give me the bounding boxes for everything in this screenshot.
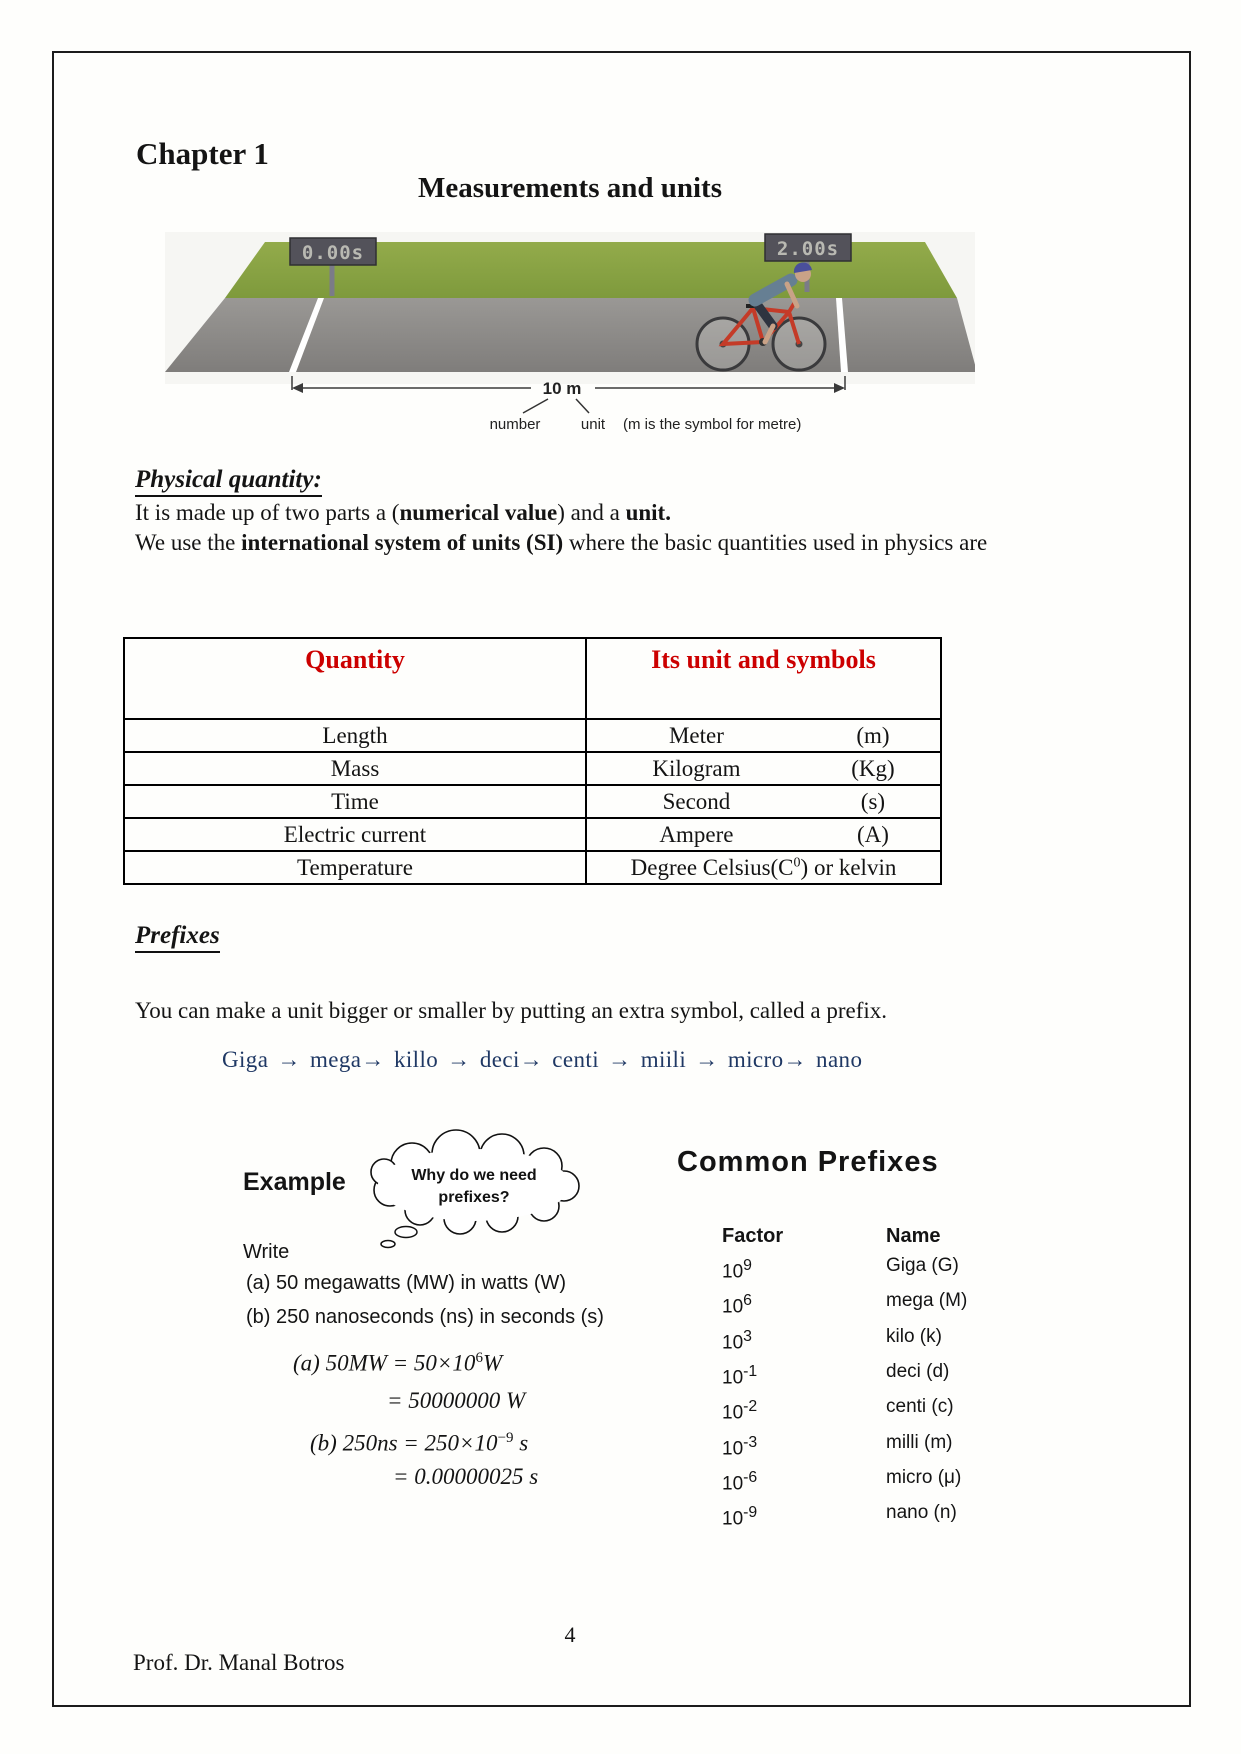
physical-quantity-line2: We use the international system of units… (135, 530, 988, 555)
factor-cell: 10-6 (722, 1468, 758, 1495)
factor-cell: 109 (722, 1257, 752, 1283)
prefixes-heading: Prefixes (135, 922, 220, 953)
units-table-header-quantity: Quantity (123, 637, 587, 720)
common-prefixes-table: Factor Name 109 Giga (G) 106 mega (M) 10… (722, 1222, 967, 1534)
physical-quantity-heading: Physical quantity: (135, 466, 322, 497)
units-table-header-row: Quantity Its unit and symbols (123, 637, 942, 720)
example-item-b: (b) 250 nanoseconds (ns) in seconds (s) (246, 1306, 604, 1328)
finish-timer-sign (764, 233, 852, 262)
units-table-header-unit: Its unit and symbols (585, 637, 942, 720)
unit-label: unit (581, 416, 606, 433)
factor-cell: 106 (722, 1292, 752, 1318)
factor-cell: 10-1 (722, 1362, 758, 1389)
equation-b-line1: (b) 250ns = 250×10−9 s (310, 1430, 529, 1456)
page-number: 4 (564, 1622, 576, 1647)
prefixes-intro: You can make a unit bigger or smaller by… (135, 998, 887, 1023)
start-line (289, 298, 324, 372)
cyclist-figure: 0.00s 2.00s (165, 232, 977, 442)
cloud-text-line1: Why do we need (411, 1167, 536, 1184)
name-column-header: Name (886, 1225, 941, 1247)
table-row: Time Second (s) (123, 784, 942, 819)
units-table: Quantity Its unit and symbols Length Met… (123, 637, 942, 885)
name-cell: deci (d) (886, 1360, 950, 1382)
factor-cell: 10-2 (722, 1398, 758, 1424)
page-title: Measurements and units (418, 172, 722, 204)
number-label: number (490, 416, 541, 433)
cyclist-figure-svg: 0.00s 2.00s (165, 232, 977, 433)
table-row: Length Meter (m) (123, 718, 942, 753)
name-cell: centi (c) (886, 1396, 954, 1418)
finish-line (836, 298, 848, 372)
name-cell: milli (m) (886, 1431, 953, 1453)
common-prefixes-heading: Common Prefixes (677, 1146, 939, 1178)
factor-cell: 10-9 (722, 1504, 758, 1530)
metre-note: (m is the symbol for metre) (623, 416, 801, 433)
table-row: Mass Kilogram (Kg) (123, 751, 942, 786)
arrowhead-right (834, 383, 845, 393)
pointer-unit (575, 398, 590, 414)
finish-timer-value: 2.00s (777, 238, 839, 260)
name-cell: kilo (k) (886, 1325, 942, 1347)
equation-b-line2: = 0.00000025 s (393, 1464, 539, 1489)
factor-column-header: Factor (722, 1225, 784, 1247)
example-heading: Example (243, 1168, 346, 1196)
table-row: Temperature Degree Celsius(C0) or kelvin (123, 850, 942, 885)
arrowhead-left (292, 383, 303, 393)
chapter-heading: Chapter 1 (136, 136, 269, 171)
thought-tail (380, 1225, 418, 1249)
name-cell: Giga (G) (886, 1255, 959, 1276)
name-cell: nano (n) (886, 1502, 957, 1524)
table-row: Electric current Ampere (A) (123, 817, 942, 852)
example-item-a: (a) 50 megawatts (MW) in watts (W) (246, 1272, 567, 1294)
equation-a-line2: = 50000000 W (387, 1388, 526, 1413)
dimension-arrow (291, 376, 846, 390)
factor-cell: 103 (722, 1327, 752, 1353)
name-cell: micro (μ) (886, 1466, 962, 1488)
equation-a-line1: (a) 50MW = 50×106W (293, 1350, 503, 1376)
write-label: Write (243, 1241, 290, 1263)
road (165, 298, 977, 372)
start-timer-sign (289, 237, 377, 266)
name-cell: mega (M) (886, 1290, 968, 1312)
page-border (52, 51, 1191, 1707)
physical-quantity-line1: It is made up of two parts a (numerical … (135, 500, 671, 525)
thought-cloud-svg: Why do we need prefixes? (370, 1129, 580, 1249)
thought-cloud: Why do we need prefixes? (360, 1128, 610, 1263)
factor-cell: 10-3 (722, 1433, 758, 1459)
start-timer-value: 0.00s (302, 242, 364, 264)
pointer-number (522, 398, 549, 414)
prefix-chain: Giga → mega→ killo → deci→ centi → miili… (222, 1047, 863, 1072)
cloud-text-line2: prefixes? (438, 1189, 509, 1206)
cyclist-icon (695, 262, 827, 372)
distance-label: 10 m (543, 379, 582, 398)
author-footer: Prof. Dr. Manal Botros (133, 1650, 345, 1675)
